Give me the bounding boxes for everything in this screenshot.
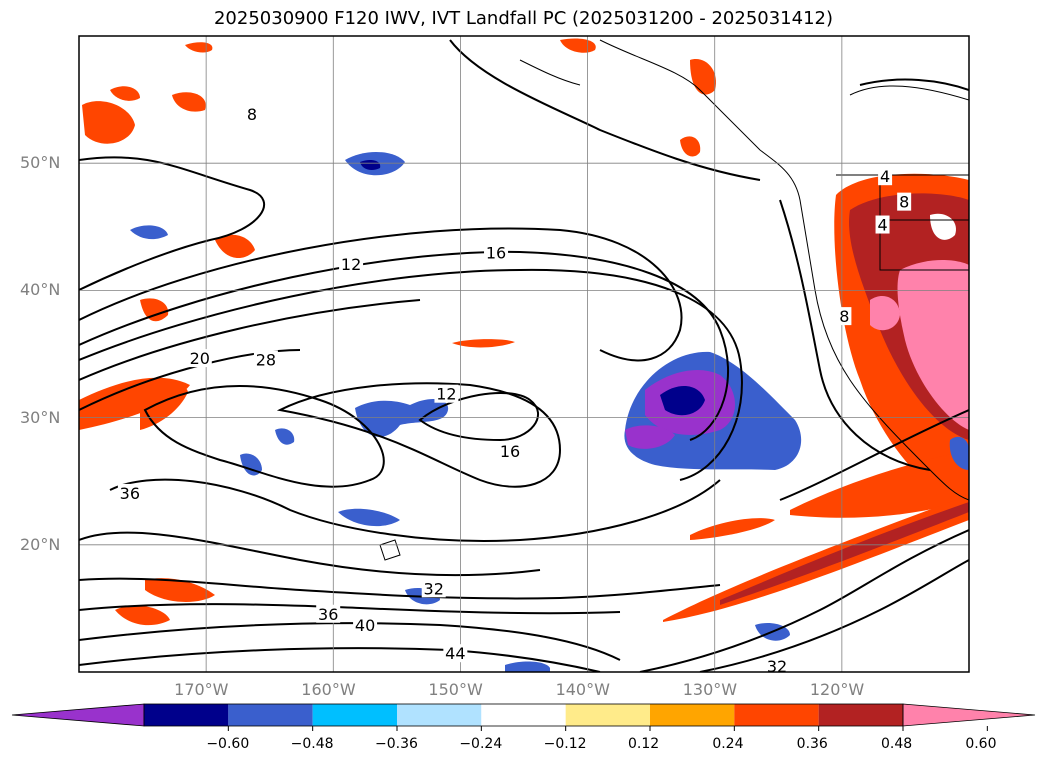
contour-label-bg xyxy=(434,384,459,403)
contour-label: 8 xyxy=(839,307,849,326)
colorbar-tick-label: 0.12 xyxy=(628,736,660,752)
contour-label-bg xyxy=(187,349,212,368)
contour-label-bg xyxy=(765,656,790,672)
lat-tick-label: 40°N xyxy=(20,280,61,300)
chart-title: 2025030900 F120 IWV, IVT Landfall PC (20… xyxy=(213,8,834,29)
contour-label-bg xyxy=(253,350,278,369)
contour-label: 8 xyxy=(899,193,909,212)
lon-tick-label: 170°W xyxy=(174,680,229,699)
contour-label: 12 xyxy=(436,385,456,404)
contour-label-bg xyxy=(484,243,509,262)
contour-label: 40 xyxy=(355,616,375,635)
contour-label: 12 xyxy=(341,255,361,274)
colorbar-segment xyxy=(650,704,735,726)
colorbar-extend-low xyxy=(11,703,145,727)
ivt-contours xyxy=(79,39,969,672)
contour-label: 36 xyxy=(318,605,338,624)
positive-anomaly-shading xyxy=(79,38,969,626)
colorbar-frame xyxy=(143,703,904,727)
lon-tick-label: 160°W xyxy=(301,680,356,699)
contour-label: 36 xyxy=(120,484,140,503)
contour-label: 4 xyxy=(877,216,887,235)
contour-label-bg xyxy=(353,616,378,635)
colorbar-segment xyxy=(228,704,313,726)
lon-tick-label: 120°W xyxy=(809,680,865,699)
map-frame xyxy=(78,35,970,673)
contour-label: 44 xyxy=(445,644,465,663)
colorbar-segment xyxy=(397,704,482,726)
colorbar-tick-label: 0.48 xyxy=(881,736,913,752)
graticule xyxy=(79,36,969,672)
colorbar xyxy=(11,703,1036,731)
contour-label-bg xyxy=(897,192,912,211)
contour-label-bg xyxy=(117,483,142,502)
lon-tick-label: 130°W xyxy=(682,680,738,699)
lat-tick-label: 50°N xyxy=(20,153,61,173)
colorbar-extend-high xyxy=(902,703,1036,727)
colorbar-tick-label: −0.36 xyxy=(375,736,418,752)
lat-tick-label: 30°N xyxy=(20,407,61,427)
contour-label: 16 xyxy=(486,244,506,263)
contour-label: 32 xyxy=(767,657,787,676)
lat-tick-label: 20°N xyxy=(20,534,61,554)
contour-label-bg xyxy=(316,604,341,623)
lon-tick-label: 150°W xyxy=(428,680,483,699)
colorbar-segment xyxy=(481,704,566,726)
contour-label-bg xyxy=(875,215,890,234)
coastlines xyxy=(379,39,969,561)
colorbar-segment xyxy=(818,704,903,726)
colorbar-tick-label: 0.36 xyxy=(796,736,828,752)
contour-label-bg xyxy=(878,167,893,186)
colorbar-tick-label: −0.24 xyxy=(459,736,503,752)
colorbar-tick-label: −0.60 xyxy=(206,736,250,752)
lon-tick-label: 140°W xyxy=(555,680,610,699)
colorbar-tick-label: −0.48 xyxy=(290,736,334,752)
contour-label: 16 xyxy=(500,442,520,461)
contour-label: 4 xyxy=(880,167,890,186)
colorbar-segment xyxy=(734,704,819,726)
contour-label: 32 xyxy=(424,579,444,598)
contour-label: 28 xyxy=(256,350,276,369)
contour-label-bg xyxy=(498,441,523,460)
contour-label: 20 xyxy=(190,349,210,368)
colorbar-tick-label: 0.60 xyxy=(965,736,997,752)
contour-label-bg xyxy=(443,644,468,663)
colorbar-tick-label: 0.24 xyxy=(712,736,744,752)
colorbar-segment xyxy=(312,704,397,726)
contour-label: 8 xyxy=(247,105,257,124)
contour-label-bg xyxy=(339,254,364,273)
contour-label-bg xyxy=(421,579,446,598)
contour-label-bg xyxy=(837,307,852,326)
colorbar-segment xyxy=(565,704,650,726)
negative-anomaly-shading xyxy=(130,151,969,672)
contour-label-bg xyxy=(244,104,259,123)
colorbar-segment xyxy=(144,704,229,726)
colorbar-tick-label: −0.12 xyxy=(543,736,587,752)
